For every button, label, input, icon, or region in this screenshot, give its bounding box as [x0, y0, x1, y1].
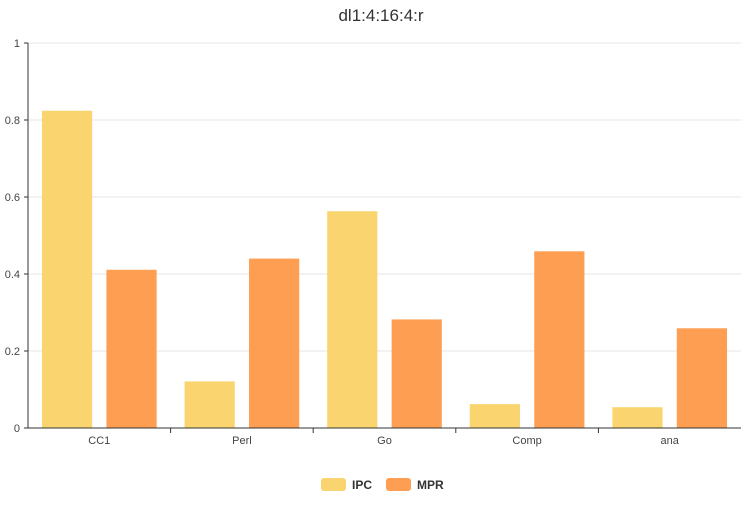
bar-ipc-ana[interactable] — [612, 407, 663, 428]
legend-swatch — [386, 478, 411, 491]
bar-ipc-comp[interactable] — [469, 404, 520, 428]
legend-label: IPC — [352, 478, 372, 492]
bar-mpr-cc1[interactable] — [106, 269, 157, 428]
x-tick-label: ana — [661, 435, 680, 447]
y-tick-label: 0.2 — [5, 346, 20, 358]
y-tick-label: 0 — [14, 423, 20, 435]
chart-title: dl1:4:16:4:r — [338, 6, 423, 25]
x-tick-label: CC1 — [88, 435, 110, 447]
y-tick-label: 0.6 — [5, 192, 20, 204]
legend-item-mpr[interactable]: MPR — [386, 478, 444, 492]
bar-ipc-perl[interactable] — [184, 381, 235, 428]
bar-ipc-go[interactable] — [327, 211, 378, 428]
legend[interactable]: IPC MPR — [321, 478, 444, 492]
axes: 0 0.2 0.4 0.6 0.8 1 CC1 Perl Go Comp ana — [5, 38, 741, 447]
y-tick-label: 0.8 — [5, 115, 20, 127]
legend-label: MPR — [417, 478, 444, 492]
bars — [41, 110, 728, 428]
y-tick-label: 1 — [14, 38, 20, 50]
x-tick-label: Perl — [232, 435, 252, 447]
x-tick-label: Go — [377, 435, 392, 447]
y-tick-label: 0.4 — [5, 269, 20, 281]
bar-mpr-go[interactable] — [391, 319, 442, 428]
bar-mpr-ana[interactable] — [676, 328, 728, 428]
bar-mpr-perl[interactable] — [249, 258, 300, 428]
x-tick-label: Comp — [512, 435, 541, 447]
legend-item-ipc[interactable]: IPC — [321, 478, 372, 492]
legend-swatch — [321, 478, 346, 491]
bar-ipc-cc1[interactable] — [41, 110, 93, 428]
bar-mpr-comp[interactable] — [534, 251, 585, 428]
